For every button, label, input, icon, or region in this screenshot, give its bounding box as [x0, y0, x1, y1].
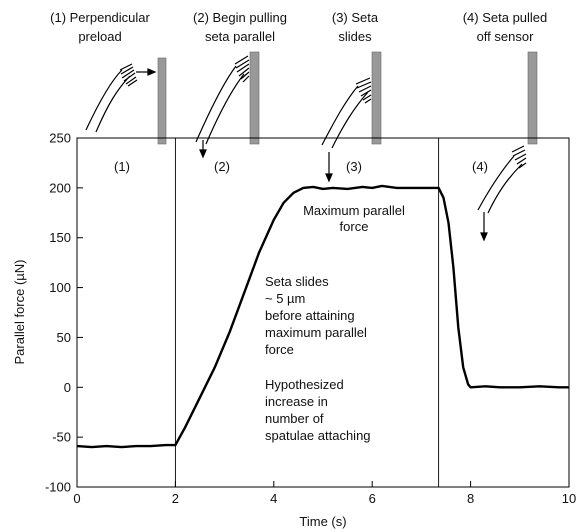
sensor-plate-3	[372, 52, 381, 144]
pull-arrowhead-3	[326, 174, 332, 181]
annotation-max-force-line-2: force	[340, 219, 369, 234]
sensor-plate-2	[250, 52, 259, 144]
x-tick-label-4: 8	[467, 491, 474, 506]
stage-4-caption-line-2: off sensor	[477, 29, 535, 44]
x-tick-label-1: 2	[172, 491, 179, 506]
annotation-hypothesized: Hypothesized increase in number of spatu…	[265, 377, 371, 443]
sensor-plate-4	[528, 52, 537, 144]
annotation-seta-slides-line-4: maximum parallel	[265, 325, 367, 340]
annotation-seta-slides-line-1: Seta slides	[265, 274, 329, 289]
stage-4-caption-line-1: (4) Seta pulled	[463, 10, 548, 25]
y-tick-label-6: 200	[49, 180, 71, 195]
annotation-hypothesized-line-3: number of	[265, 411, 324, 426]
x-tick-label-3: 6	[369, 491, 376, 506]
annotation-hypothesized-line-4: spatulae attaching	[265, 428, 371, 443]
y-tick-label-1: -50	[52, 430, 71, 445]
y-tick-label-3: 50	[57, 330, 71, 345]
y-tick-label-7: 250	[49, 131, 71, 146]
phase-label-4: (4)	[472, 159, 488, 174]
stage-1-caption-line-1: (1) Perpendicular	[50, 10, 150, 25]
x-axis-label: Time (s)	[299, 514, 346, 529]
annotation-hypothesized-line-1: Hypothesized	[265, 377, 344, 392]
y-tick-label-5: 150	[49, 230, 71, 245]
seta-stage-2-illustration	[196, 52, 259, 157]
annotation-seta-slides-line-5: force	[265, 342, 294, 357]
preload-arrowhead	[148, 69, 155, 75]
seta-stage-1-illustration	[86, 58, 166, 144]
y-tick-label-4: 100	[49, 280, 71, 295]
x-axis-ticks: 0 2 4 6 8 10	[73, 481, 576, 506]
x-tick-label-2: 4	[270, 491, 277, 506]
annotation-max-force-line-1: Maximum parallel	[303, 203, 405, 218]
x-tick-label-0: 0	[73, 491, 80, 506]
annotation-max-force: Maximum parallel force	[303, 203, 405, 234]
y-axis-label: Parallel force (µN)	[12, 259, 27, 364]
y-tick-label-2: 0	[64, 380, 71, 395]
phase-label-1: (1)	[114, 159, 130, 174]
stage-3-caption-line-2: slides	[338, 29, 372, 44]
y-tick-label-0: -100	[45, 480, 71, 495]
stage-captions: (1) Perpendicular preload (2) Begin pull…	[50, 10, 547, 44]
phase-label-2: (2)	[214, 159, 230, 174]
stage-2-caption-line-2: seta parallel	[205, 29, 275, 44]
annotation-seta-slides: Seta slides ~ 5 µm before attaining maxi…	[265, 274, 367, 357]
x-tick-label-5: 10	[562, 491, 576, 506]
stage-1-caption-line-2: preload	[78, 29, 121, 44]
annotation-seta-slides-line-2: ~ 5 µm	[265, 291, 305, 306]
annotation-hypothesized-line-2: increase in	[265, 394, 328, 409]
phase-labels: (1) (2) (3) (4)	[114, 159, 488, 174]
stage-2-caption-line-1: (2) Begin pulling	[193, 10, 287, 25]
annotation-seta-slides-line-3: before attaining	[265, 308, 355, 323]
pull-arrowhead-4	[481, 233, 487, 240]
stage-3-caption-line-1: (3) Seta	[332, 10, 379, 25]
seta-stage-4-illustration	[478, 52, 537, 240]
pull-arrowhead-2	[200, 150, 206, 157]
phase-label-3: (3)	[346, 159, 362, 174]
sensor-plate-1	[158, 58, 166, 144]
